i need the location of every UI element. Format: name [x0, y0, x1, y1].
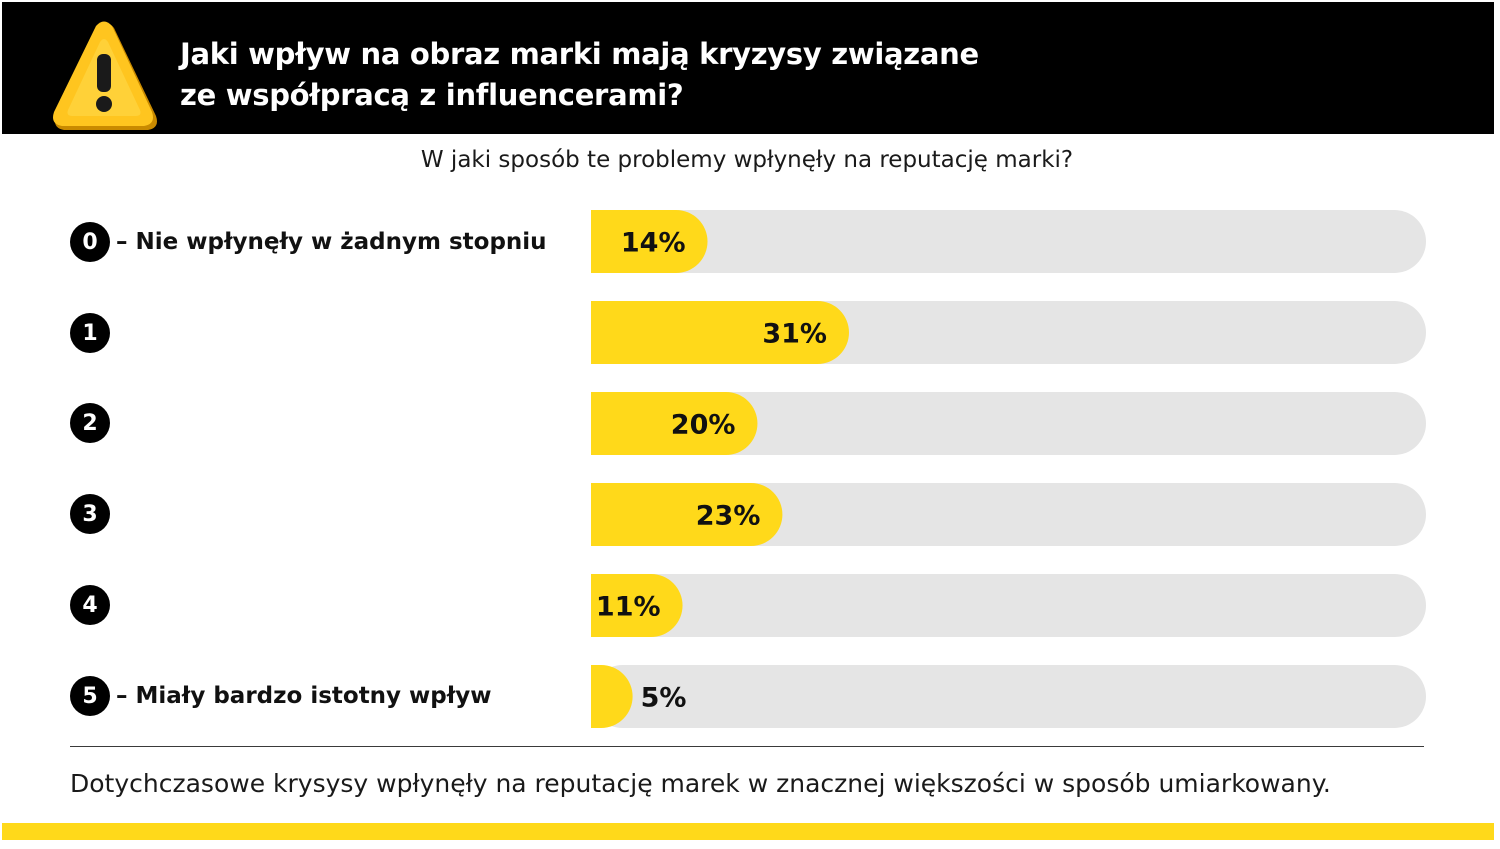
- bar-fill-1: [591, 301, 850, 364]
- bar-value-label: 11%: [596, 592, 661, 623]
- bottom-accent-stripe: [2, 823, 1494, 840]
- row-label-1: 1: [70, 313, 116, 353]
- scale-number-badge: 4: [70, 585, 110, 625]
- bar-value-label: 14%: [621, 228, 686, 259]
- bar-track: [591, 665, 1426, 728]
- scale-number-badge: 1: [70, 313, 110, 353]
- title-line-2: ze współpracą z influencerami?: [180, 78, 684, 112]
- bar-value-label: 20%: [671, 410, 736, 441]
- scale-number-badge: 3: [70, 494, 110, 534]
- divider-line: [70, 746, 1424, 747]
- bar-value-label: 31%: [762, 319, 827, 350]
- title-line-1: Jaki wpływ na obraz marki mają kryzysy z…: [180, 37, 979, 71]
- row-label-3: 3: [70, 494, 116, 534]
- footnote: Dotychczasowe krysysy wpłynęły na reputa…: [70, 769, 1331, 798]
- scale-description: – Miały bardzo istotny wpływ: [116, 683, 492, 709]
- bar-fill-5: [591, 665, 633, 728]
- bar-fill-0: [591, 210, 708, 273]
- bar-track: [591, 392, 1426, 455]
- bar-fill-4: [591, 574, 683, 637]
- scale-number-badge: 0: [70, 222, 110, 262]
- bar-fill-2: [591, 392, 758, 455]
- bar-track: [591, 483, 1426, 546]
- row-label-0: 0 – Nie wpłynęły w żadnym stopniu: [70, 222, 547, 262]
- row-label-4: 4: [70, 585, 116, 625]
- page-title: Jaki wpływ na obraz marki mają kryzysy z…: [180, 34, 1180, 116]
- row-label-2: 2: [70, 403, 116, 443]
- bar-value-label: 23%: [696, 501, 761, 532]
- chart-subtitle: W jaki sposób te problemy wpłynęły na re…: [420, 147, 1074, 173]
- bar-chart: 14% 31% 20% 23% 11% 5%: [591, 210, 1426, 728]
- row-label-5: 5 – Miały bardzo istotny wpływ: [70, 676, 492, 716]
- bar-value-label: 5%: [641, 683, 687, 714]
- warning-triangle-icon: [53, 21, 157, 130]
- scale-description: – Nie wpłynęły w żadnym stopniu: [116, 229, 547, 255]
- header-banner: [2, 2, 1494, 134]
- bar-track: [591, 210, 1426, 273]
- scale-number-badge: 2: [70, 403, 110, 443]
- bar-fill-3: [591, 483, 783, 546]
- bar-track: [591, 574, 1426, 637]
- scale-number-badge: 5: [70, 676, 110, 716]
